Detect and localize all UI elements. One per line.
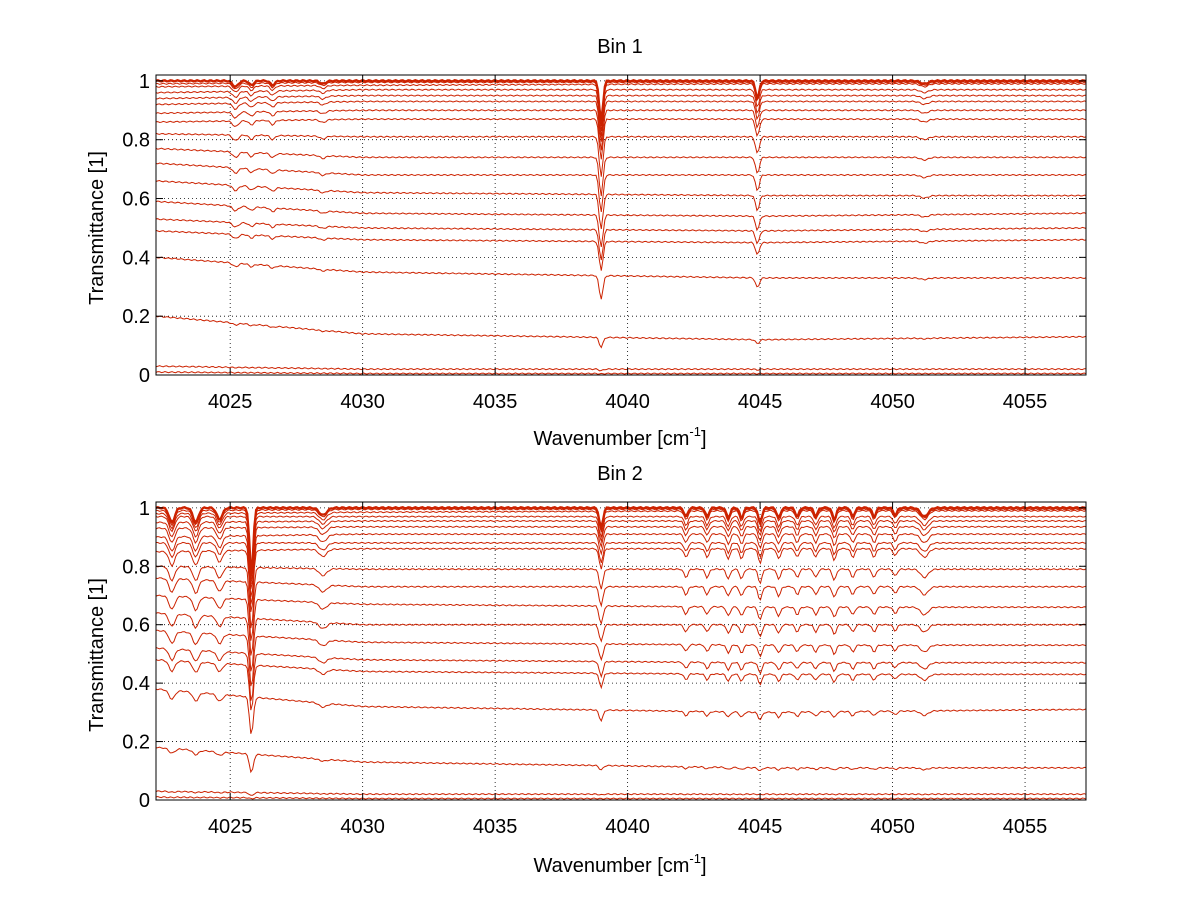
y-tick-label: 0.4 <box>122 247 150 269</box>
series-line <box>155 547 1087 613</box>
ticks: 4025 4030 4035 4040 4045 4050 4055 0 0.2 0.4 0.6 0.… <box>122 498 1086 838</box>
series-group <box>155 79 1087 375</box>
x-axis-label-end: ] <box>701 855 707 877</box>
series-line <box>155 658 1087 711</box>
series-line <box>155 132 1087 177</box>
chart-panel-bin-1: Bin 1 Transmittance [1] Wavenumber [cm-1… <box>86 36 1087 450</box>
x-tick-label: 4025 <box>208 391 253 413</box>
series-line <box>155 162 1087 212</box>
series-line <box>155 519 1087 585</box>
series-line <box>155 746 1087 774</box>
series-line <box>155 365 1087 372</box>
grid <box>156 502 1086 800</box>
series-line <box>155 117 1087 160</box>
x-tick-label: 4030 <box>340 391 385 413</box>
x-axis-label-main: Wavenumber [cm <box>533 428 689 450</box>
x-axis-label: Wavenumber [cm-1] <box>533 424 706 450</box>
series-line <box>155 200 1087 247</box>
series-line <box>156 541 1087 605</box>
series-line <box>155 81 1087 124</box>
series-line <box>155 109 1087 151</box>
x-tick-label: 4040 <box>605 391 650 413</box>
x-tick-label: 4030 <box>340 816 385 838</box>
chart-title: Bin 2 <box>597 463 643 485</box>
y-tick-label: 0.2 <box>122 732 150 754</box>
y-tick-label: 1 <box>139 498 150 520</box>
series-line <box>155 533 1087 598</box>
x-tick-label: 4035 <box>473 391 518 413</box>
y-tick-label: 0.6 <box>122 189 150 211</box>
plot-frame <box>155 501 1087 801</box>
x-tick-label: 4050 <box>870 816 915 838</box>
series-line <box>155 629 1087 687</box>
series-line <box>155 508 1087 573</box>
y-axis-label: Transmittance [1] <box>86 151 108 305</box>
series-line <box>155 179 1087 229</box>
series-line <box>155 218 1087 261</box>
series-line <box>155 256 1087 300</box>
series-line <box>155 94 1087 137</box>
series-line <box>155 790 1087 796</box>
series-line <box>155 88 1087 132</box>
x-axis-label-end: ] <box>701 428 707 450</box>
y-tick-label: 0.2 <box>122 306 150 328</box>
series-line <box>155 577 1087 641</box>
x-tick-label: 4035 <box>473 816 518 838</box>
y-axis-label: Transmittance [1] <box>86 578 108 732</box>
chart-title: Bin 1 <box>597 36 643 58</box>
series-line <box>155 79 1087 122</box>
series-line <box>155 612 1087 672</box>
x-tick-label: 4040 <box>605 816 650 838</box>
series-group <box>155 505 1087 800</box>
y-tick-label: 0.8 <box>122 130 150 152</box>
series-line <box>155 315 1087 349</box>
series-line <box>155 515 1087 580</box>
y-tick-label: 0.6 <box>122 615 150 637</box>
y-tick-label: 1 <box>139 71 150 93</box>
series-line <box>155 594 1087 656</box>
series-line <box>155 795 1087 800</box>
ticks: 4025 4030 4035 4040 4045 4050 4055 0 0.2 0.4 0.6 0.… <box>122 71 1086 413</box>
series-line <box>155 505 1087 571</box>
series-line <box>155 100 1087 142</box>
y-tick-label: 0.8 <box>122 556 150 578</box>
x-tick-label: 4025 <box>208 816 253 838</box>
series-line <box>155 565 1087 629</box>
x-axis-label-main: Wavenumber [cm <box>533 855 689 877</box>
series-line <box>155 509 1087 577</box>
series-line <box>155 525 1087 590</box>
series-line <box>155 647 1087 701</box>
series-line <box>155 82 1087 126</box>
x-axis-label-sup: -1 <box>689 424 701 439</box>
x-tick-label: 4045 <box>738 816 783 838</box>
y-tick-label: 0 <box>139 365 150 387</box>
series-line <box>155 688 1087 734</box>
x-tick-label: 4050 <box>870 391 915 413</box>
series-line <box>155 229 1087 271</box>
x-axis-label: Wavenumber [cm-1] <box>533 851 706 877</box>
y-tick-label: 0.4 <box>122 673 150 695</box>
x-tick-label: 4055 <box>1003 816 1048 838</box>
y-tick-label: 0 <box>139 790 150 812</box>
series-line <box>155 370 1087 375</box>
x-tick-label: 4055 <box>1003 391 1048 413</box>
x-tick-label: 4045 <box>738 391 783 413</box>
x-axis-label-sup: -1 <box>689 851 701 866</box>
chart-panel-bin-2: Bin 2 Transmittance [1] Wavenumber [cm-1… <box>86 463 1087 877</box>
series-line <box>155 147 1087 197</box>
plot-frame <box>155 74 1087 376</box>
